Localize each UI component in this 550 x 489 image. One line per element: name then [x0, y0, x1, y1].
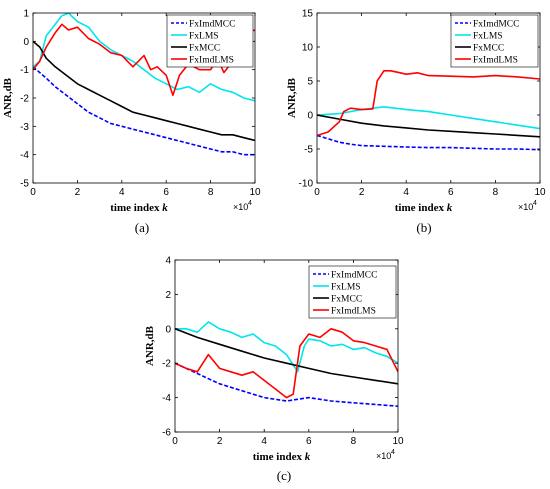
x-multiplier-exponent: 4	[248, 200, 252, 207]
y-tick-label: -1	[20, 65, 29, 76]
x-axis-label: time index k	[253, 451, 311, 463]
x-axis-label-text: time index	[253, 451, 305, 463]
y-tick-label: 0	[165, 324, 171, 335]
y-tick-label: 5	[307, 77, 313, 88]
x-tick-label: 6	[448, 187, 454, 198]
legend-entry-fximdlms: FxImdLMS	[189, 56, 234, 66]
x-axis-label-text: time index	[395, 202, 447, 214]
series-line-fxlms	[175, 321, 398, 373]
y-tick-label: -4	[20, 150, 29, 161]
series-line-fximdmcc	[175, 362, 398, 407]
x-tick-label: 4	[119, 187, 125, 198]
x-axis-label-variable: k	[447, 202, 453, 214]
series-line-fxlms	[317, 106, 540, 130]
x-tick-label: 10	[392, 436, 404, 447]
x-tick-label: 8	[208, 187, 214, 198]
series-line-fxmcc	[33, 40, 255, 142]
y-tick-label: -10	[299, 179, 314, 190]
series-line-fximdlms	[317, 70, 540, 137]
y-axis-label: ANR,dB	[286, 77, 298, 118]
legend-entry-fxlms: FxLMS	[331, 283, 361, 293]
x-axis-label-variable: k	[305, 451, 311, 463]
y-tick-label: -2	[162, 359, 171, 370]
x-tick-label: 8	[351, 436, 357, 447]
y-tick-label: 1	[23, 9, 29, 20]
y-tick-label: -6	[162, 428, 171, 439]
x-tick-label: 4	[403, 187, 409, 198]
plot-area	[174, 259, 399, 433]
x-tick-label: 4	[261, 436, 267, 447]
legend-entry-fximdmcc: FxImdMCC	[473, 20, 519, 30]
x-tick-label: 6	[163, 187, 169, 198]
series-line-fximdmcc	[317, 134, 540, 151]
y-axis-label: ANR,dB	[2, 77, 14, 118]
x-multiplier: ×10	[233, 202, 248, 212]
plot-area	[316, 12, 541, 184]
legend-entry-fximdmcc: FxImdMCC	[189, 20, 235, 30]
y-tick-label: -4	[162, 393, 171, 404]
x-tick-label: 10	[534, 187, 546, 198]
series-line-fximdlms	[175, 327, 398, 399]
x-tick-label: 0	[172, 436, 178, 447]
x-multiplier: ×10	[518, 202, 533, 212]
y-axis-label: ANR,dB	[144, 325, 156, 366]
y-tick-label: 0	[307, 111, 313, 122]
series-line-fximdlms	[33, 17, 255, 96]
y-tick-label: -2	[20, 94, 29, 105]
x-tick-label: 2	[217, 436, 223, 447]
x-tick-label: 2	[75, 187, 81, 198]
x-tick-label: 8	[493, 187, 499, 198]
x-multiplier: ×10	[376, 451, 391, 461]
legend: FxImdMCC FxLMS FxMCC FxImdLMS	[450, 14, 539, 68]
x-multiplier-exponent: 4	[391, 449, 395, 456]
x-axis-label: time index k	[110, 202, 168, 214]
series-line-fxmcc	[175, 328, 398, 385]
y-tick-label: 10	[302, 43, 314, 54]
legend-entry-fximdlms: FxImdLMS	[331, 307, 376, 317]
x-axis-label-variable: k	[162, 202, 168, 214]
y-tick-label: 15	[302, 9, 314, 20]
y-tick-label: -5	[20, 179, 29, 190]
panel-caption: (a)	[135, 220, 149, 235]
x-tick-label: 0	[30, 187, 36, 198]
x-axis-label-text: time index	[110, 202, 162, 214]
y-tick-label: -3	[20, 122, 29, 133]
x-tick-label: 6	[306, 436, 312, 447]
y-tick-label: 2	[165, 290, 171, 301]
series-line-fximdmcc	[33, 66, 255, 156]
legend-entry-fxmcc: FxMCC	[331, 295, 362, 305]
x-multiplier-exponent: 4	[533, 200, 537, 207]
legend-entry-fximdmcc: FxImdMCC	[331, 271, 377, 281]
panel-caption: (c)	[277, 468, 291, 483]
legend: FxImdMCC FxLMS FxMCC FxImdLMS	[308, 265, 397, 319]
x-tick-label: 10	[249, 187, 261, 198]
y-tick-label: -5	[304, 145, 313, 156]
legend-entry-fxmcc: FxMCC	[473, 44, 504, 54]
legend-entry-fxlms: FxLMS	[473, 32, 503, 42]
series-line-fxmcc	[317, 114, 540, 138]
x-tick-label: 0	[314, 187, 320, 198]
x-tick-label: 2	[359, 187, 365, 198]
legend-entry-fxmcc: FxMCC	[189, 44, 220, 54]
series-line-fxlms	[33, 13, 255, 102]
x-axis-label: time index k	[395, 202, 453, 214]
legend: FxImdMCC FxLMS FxMCC FxImdLMS	[166, 14, 254, 68]
y-tick-label: 4	[165, 256, 171, 267]
legend-entry-fximdlms: FxImdLMS	[473, 56, 518, 66]
legend-entry-fxlms: FxLMS	[189, 32, 219, 42]
panel-caption: (b)	[416, 220, 431, 235]
y-tick-label: 0	[23, 37, 29, 48]
